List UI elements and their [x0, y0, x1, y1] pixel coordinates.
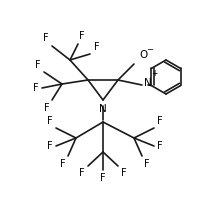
Text: F: F: [60, 159, 66, 169]
Text: F: F: [44, 103, 50, 113]
Text: N: N: [99, 104, 107, 114]
Text: F: F: [157, 141, 163, 151]
Text: F: F: [100, 173, 106, 183]
Text: F: F: [79, 168, 85, 178]
Text: O: O: [139, 50, 147, 60]
Text: F: F: [157, 116, 163, 126]
Text: F: F: [35, 60, 41, 70]
Text: F: F: [121, 168, 127, 178]
Text: F: F: [94, 42, 100, 52]
Text: F: F: [33, 83, 39, 93]
Text: F: F: [144, 159, 150, 169]
Text: +: +: [151, 69, 157, 78]
Text: F: F: [79, 31, 85, 41]
Text: −: −: [146, 45, 153, 54]
Text: N: N: [144, 78, 152, 88]
Text: F: F: [47, 116, 53, 126]
Text: F: F: [43, 33, 49, 43]
Text: F: F: [47, 141, 53, 151]
